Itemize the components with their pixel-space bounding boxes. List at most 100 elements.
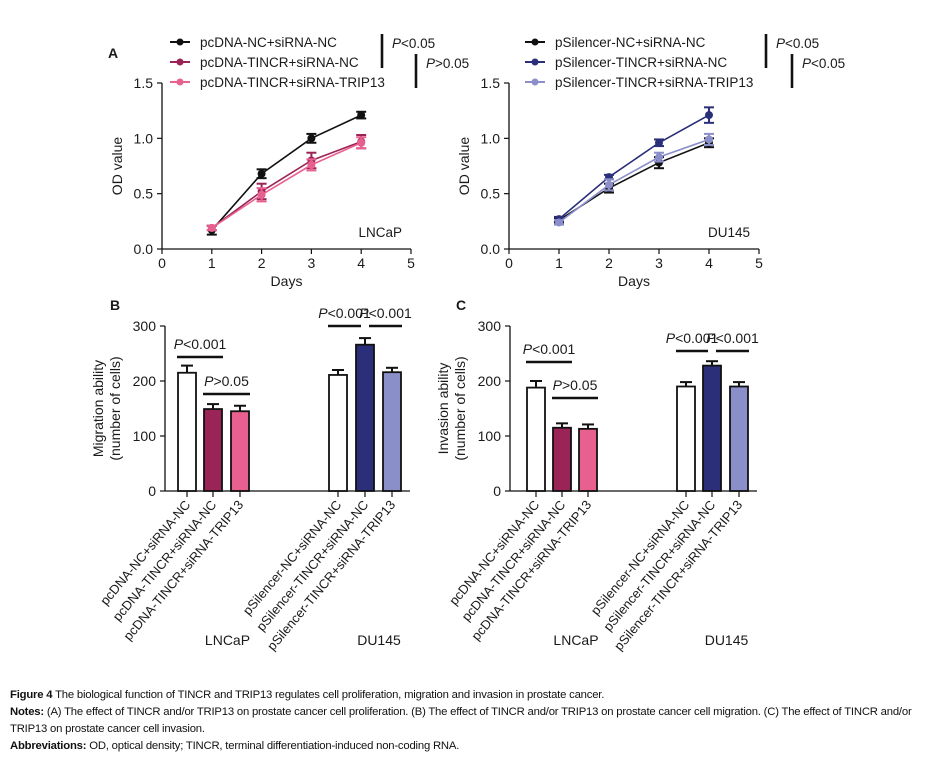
y-tick-label: 300 xyxy=(133,318,157,334)
x-tick-label: 1 xyxy=(208,255,216,271)
y-tick-label: 0 xyxy=(148,483,156,499)
significance-label: P<0.001 xyxy=(666,330,719,346)
data-point xyxy=(307,134,316,143)
series-line-0 xyxy=(211,114,362,231)
y-axis-title: Migration ability xyxy=(90,360,106,457)
x-axis-title: Days xyxy=(618,273,650,289)
x-axis-title: Days xyxy=(271,273,303,289)
y-tick-label: 0.5 xyxy=(481,186,501,202)
x-tick-label: pSilencer-TINCR+siRNA-NC xyxy=(600,497,718,634)
legend-marker-2 xyxy=(176,78,184,86)
data-point xyxy=(605,180,613,189)
data-point xyxy=(705,111,713,120)
cell-line-annotation: LNCaP xyxy=(358,225,402,240)
bar-0 xyxy=(526,386,546,492)
bar-4 xyxy=(355,343,375,492)
bar-1 xyxy=(203,408,223,492)
legend-marker-2 xyxy=(531,78,539,86)
y-tick-label: 1.0 xyxy=(134,130,154,146)
series-line-2 xyxy=(211,142,362,229)
group-label: DU145 xyxy=(705,632,749,648)
y-tick-label: 200 xyxy=(133,373,157,389)
bar-3 xyxy=(328,374,348,492)
legend-label-1: pcDNA-TINCR+siRNA-NC xyxy=(200,55,359,70)
caption-notes: Notes: (A) The effect of TINCR and/or TR… xyxy=(10,704,915,738)
legend-marker-0 xyxy=(176,38,184,46)
x-tick-label: 3 xyxy=(308,255,316,271)
bar-4 xyxy=(702,364,722,492)
significance-label: P>0.05 xyxy=(426,56,469,71)
y-tick-label: 1.0 xyxy=(481,130,501,146)
bar-5 xyxy=(382,371,402,492)
panel-label-a: A xyxy=(108,45,118,61)
x-tick-label: 5 xyxy=(407,255,415,271)
x-tick-label: 3 xyxy=(655,255,663,271)
significance-label: P<0.05 xyxy=(776,36,819,51)
y-tick-label: 0.5 xyxy=(134,186,154,202)
legend-label-0: pSilencer-NC+siRNA-NC xyxy=(555,35,706,50)
caption-abbrev-label: Abbreviations: xyxy=(10,740,87,752)
data-point xyxy=(257,169,266,178)
panel-label-c: C xyxy=(456,297,466,313)
data-point xyxy=(357,138,366,147)
y-axis-subtitle: (number of cells) xyxy=(107,356,123,460)
caption-title: Figure 4 The biological function of TINC… xyxy=(10,687,915,704)
y-axis-title: OD value xyxy=(109,137,125,196)
y-axis-subtitle: (number of cells) xyxy=(452,356,468,460)
group-label: DU145 xyxy=(357,632,401,648)
legend-label-2: pcDNA-TINCR+siRNA-TRIP13 xyxy=(200,75,385,90)
significance-label: P<0.001 xyxy=(359,305,412,321)
caption-abbrev-text: OD, optical density; TINCR, terminal dif… xyxy=(86,740,460,752)
panel-label-b: B xyxy=(110,297,120,313)
y-tick-label: 300 xyxy=(478,318,502,334)
bar-1 xyxy=(552,426,572,492)
data-point xyxy=(705,135,713,144)
series-line-1 xyxy=(211,140,362,229)
x-tick-label: pcDNA-TINCR+siRNA-NC xyxy=(110,497,220,624)
caption-figure-number: Figure 4 xyxy=(10,689,53,701)
significance-label: P>0.05 xyxy=(553,377,598,393)
figure-4: A B C 0.0 0.5 1.0 1.5 0 1 2 3 4 5 Days OD value LNCa… xyxy=(90,34,845,653)
x-tick-label: 0 xyxy=(158,255,166,271)
x-tick-label: 5 xyxy=(755,255,763,271)
y-tick-label: 100 xyxy=(478,428,502,444)
x-tick-label: 0 xyxy=(505,255,513,271)
legend-marker-0 xyxy=(531,38,539,46)
y-tick-label: 0.0 xyxy=(134,241,154,257)
cell-line-annotation: DU145 xyxy=(708,225,750,240)
series-line-1 xyxy=(558,114,710,220)
bar-2 xyxy=(230,410,250,492)
caption-title-text: The biological function of TINCR and TRI… xyxy=(52,689,605,701)
significance-label: P>0.05 xyxy=(204,373,249,389)
y-tick-label: 0 xyxy=(493,483,501,499)
chart-a-lncap-proliferation: 0.0 0.5 1.0 1.5 0 1 2 3 4 5 Days OD value LNCaP pcDNA… xyxy=(109,34,469,289)
group-label: LNCaP xyxy=(205,632,250,648)
significance-label: P<0.001 xyxy=(706,330,759,346)
data-point xyxy=(655,138,663,147)
x-tick-label: pSilencer-TINCR+siRNA-NC xyxy=(253,497,371,634)
data-point xyxy=(357,111,366,120)
y-tick-label: 0.0 xyxy=(481,241,501,257)
series-line-0 xyxy=(558,142,710,221)
data-point xyxy=(655,153,663,162)
bar-5 xyxy=(729,385,749,492)
legend-label-2: pSilencer-TINCR+siRNA-TRIP13 xyxy=(555,75,753,90)
y-axis-title: Invasion ability xyxy=(435,363,451,455)
x-tick-label: 2 xyxy=(605,255,613,271)
group-label: LNCaP xyxy=(553,632,598,648)
caption-abbreviations: Abbreviations: OD, optical density; TINC… xyxy=(10,738,915,755)
y-tick-label: 200 xyxy=(478,373,502,389)
significance-label: P<0.001 xyxy=(318,305,371,321)
bar-3 xyxy=(676,385,696,492)
legend-label-0: pcDNA-NC+siRNA-NC xyxy=(200,35,337,50)
caption-notes-text: (A) The effect of TINCR and/or TRIP13 on… xyxy=(10,706,912,735)
significance-label: P<0.001 xyxy=(523,341,576,357)
data-point xyxy=(555,218,563,227)
legend-label-1: pSilencer-TINCR+siRNA-NC xyxy=(555,55,727,70)
bar-2 xyxy=(578,427,598,492)
chart-b-migration: 0 100 200 300 Migration ability (number of ce… xyxy=(90,305,412,653)
significance-label: P<0.05 xyxy=(392,36,435,51)
data-point xyxy=(257,190,266,199)
y-tick-label: 1.5 xyxy=(134,75,154,91)
legend-marker-1 xyxy=(176,58,184,66)
